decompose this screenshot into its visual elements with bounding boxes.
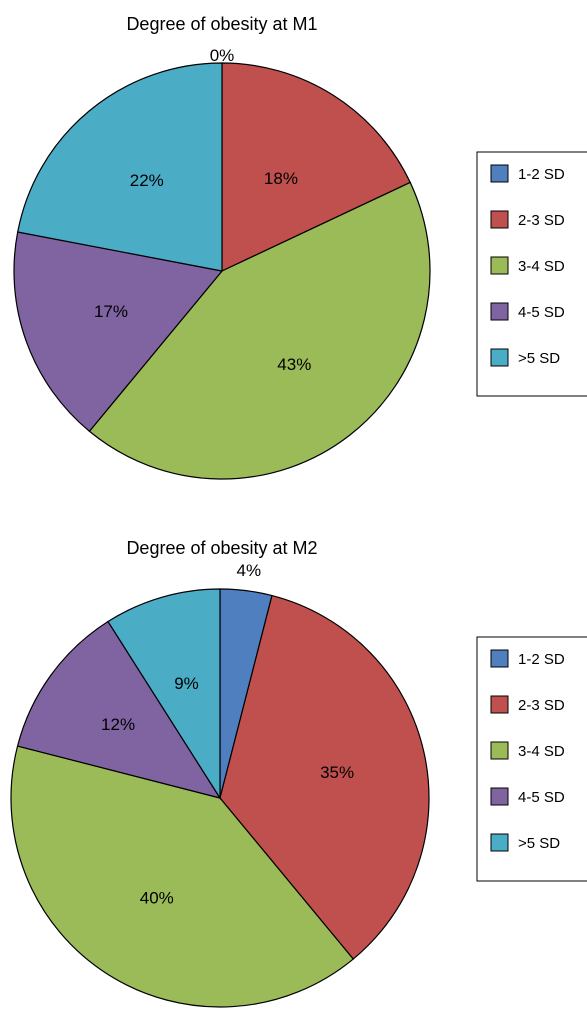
legend-label-1-2-sd: 1-2 SD [518, 166, 565, 183]
legend-label-2-3-sd: 2-3 SD [518, 697, 565, 714]
slice-label-4-5-sd: 17% [94, 302, 128, 321]
legend-swatch-gt5-sd [490, 348, 509, 367]
legend-label-3-4-sd: 3-4 SD [518, 258, 565, 275]
pie-labels: 4% 35% 40% 12% 9% [101, 561, 354, 908]
pie-chart-m1: Degree of obesity at M1 0% 18% 43% 17% 22% 1… [0, 0, 587, 501]
pie-slices [10, 588, 430, 1008]
slice-label-1-2-sd: 4% [237, 561, 262, 580]
pie-slice-4-5-sd [13, 231, 224, 433]
legend-label-2-3-sd: 2-3 SD [518, 212, 565, 229]
pie-labels: 0% 18% 43% 17% 22% [94, 46, 311, 374]
slice-label-1-2-sd: 0% [210, 46, 235, 65]
pie-slice-gt5-sd [16, 62, 223, 272]
legend-swatch-1-2-sd [490, 164, 509, 183]
slice-label-3-4-sd: 43% [277, 355, 311, 374]
slice-label-gt5-sd: 22% [130, 171, 164, 190]
pie-chart-m1-svg: Degree of obesity at M1 0% 18% 43% 17% 22% 1… [13, 14, 587, 480]
legend-swatch-3-4-sd [490, 256, 509, 275]
chart-title: Degree of obesity at M2 [126, 538, 317, 558]
pie-slice-4-5-sd [16, 620, 222, 799]
legend-label-1-2-sd: 1-2 SD [518, 651, 565, 668]
pie-slice-2-3-sd [221, 62, 412, 272]
pie-slices [13, 62, 431, 480]
pie-chart-m2-svg: Degree of obesity at M2 4% 35% 40% 12% 9% 1-… [10, 538, 587, 1008]
slice-label-2-3-sd: 18% [264, 169, 298, 188]
legend-swatch-2-3-sd [490, 695, 509, 714]
legend: 1-2 SD 2-3 SD 3-4 SD 4-5 SD >5 SD [476, 151, 587, 397]
slice-label-3-4-sd: 40% [140, 889, 174, 908]
legend-label-gt5-sd: >5 SD [518, 350, 560, 367]
legend-label-4-5-sd: 4-5 SD [518, 304, 565, 321]
pie-slice-3-4-sd [10, 745, 355, 1008]
legend-swatch-gt5-sd [490, 833, 509, 852]
legend-swatch-2-3-sd [490, 210, 509, 229]
pie-slice-2-3-sd [219, 594, 430, 960]
legend: 1-2 SD 2-3 SD 3-4 SD 4-5 SD >5 SD [476, 636, 587, 882]
legend-swatch-4-5-sd [490, 787, 509, 806]
legend-label-4-5-sd: 4-5 SD [518, 789, 565, 806]
pie-slice-3-4-sd [88, 181, 431, 480]
legend-swatch-1-2-sd [490, 649, 509, 668]
legend-label-3-4-sd: 3-4 SD [518, 743, 565, 760]
slice-label-gt5-sd: 9% [174, 674, 199, 693]
legend-swatch-4-5-sd [490, 302, 509, 321]
legend-label-gt5-sd: >5 SD [518, 835, 560, 852]
slice-label-2-3-sd: 35% [320, 763, 354, 782]
chart-title: Degree of obesity at M1 [126, 14, 317, 34]
slice-label-4-5-sd: 12% [101, 715, 135, 734]
pie-chart-m2: Degree of obesity at M2 4% 35% 40% 12% 9% 1-… [0, 528, 587, 1029]
legend-swatch-3-4-sd [490, 741, 509, 760]
pie-slice-gt5-sd [107, 588, 221, 801]
